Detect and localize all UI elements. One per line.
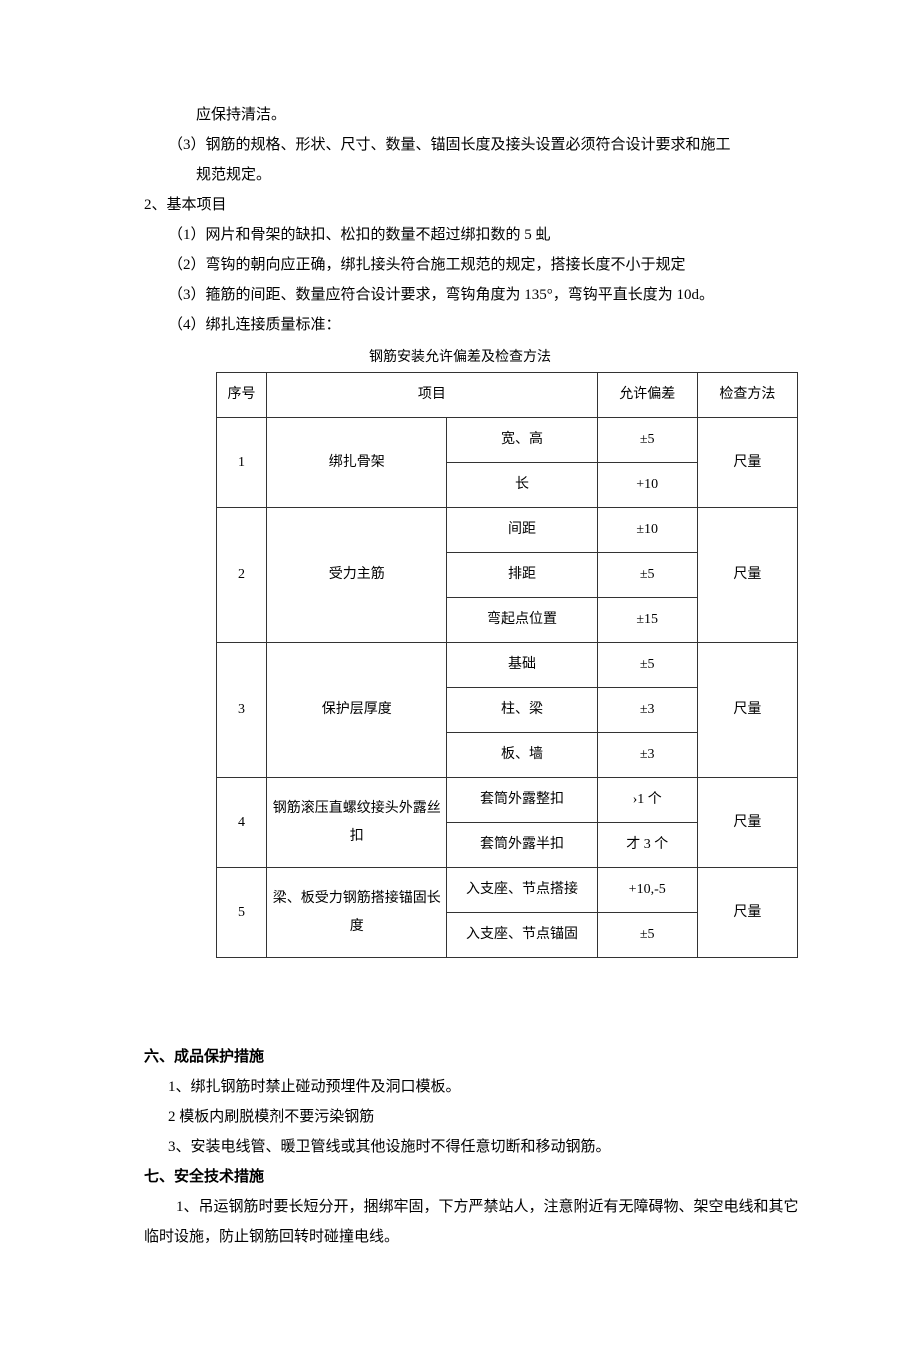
cell-sub: 柱、梁 — [447, 688, 597, 733]
text-line: （4）绑扎连接质量标准： — [120, 310, 800, 340]
cell-dev: ±5 — [597, 553, 697, 598]
text-line: （2）弯钩的朝向应正确，绑扎接头符合施工规范的规定，搭接长度不小于规定 — [120, 250, 800, 280]
cell-item: 梁、板受力钢筋搭接锚固长度 — [267, 868, 447, 958]
th-method: 检查方法 — [697, 373, 797, 418]
cell-dev: +10 — [597, 463, 697, 508]
table-row: 2受力主筋间距±10尺量 — [217, 508, 798, 553]
cell-seq: 1 — [217, 418, 267, 508]
cell-dev: ±5 — [597, 913, 697, 958]
cell-seq: 5 — [217, 868, 267, 958]
table-row: 4钢筋滚压直螺纹接头外露丝扣套筒外露整扣›1 个尺量 — [217, 778, 798, 823]
cell-method: 尺量 — [697, 418, 797, 508]
cell-method: 尺量 — [697, 643, 797, 778]
text-line: 1、绑扎钢筋时禁止碰动预埋件及洞口模板。 — [120, 1072, 800, 1102]
cell-item: 钢筋滚压直螺纹接头外露丝扣 — [267, 778, 447, 868]
deviation-table: 序号 项目 允许偏差 检查方法 1绑扎骨架宽、高±5尺量长+102受力主筋间距±… — [216, 372, 798, 958]
text-line: 3、安装电线管、暖卫管线或其他设施时不得任意切断和移动钢筋。 — [120, 1132, 800, 1162]
cell-sub: 基础 — [447, 643, 597, 688]
cell-method: 尺量 — [697, 778, 797, 868]
cell-sub: 套筒外露半扣 — [447, 823, 597, 868]
cell-dev: ±15 — [597, 598, 697, 643]
cell-dev: +10,-5 — [597, 868, 697, 913]
text-line: 1、吊运钢筋时要长短分开，捆绑牢固，下方严禁站人，注意附近有无障碍物、架空电线和… — [120, 1192, 800, 1252]
cell-dev: ±5 — [597, 643, 697, 688]
cell-dev: ±3 — [597, 688, 697, 733]
section-heading: 六、成品保护措施 — [120, 1042, 800, 1072]
cell-sub: 套筒外露整扣 — [447, 778, 597, 823]
cell-sub: 板、墙 — [447, 733, 597, 778]
cell-sub: 间距 — [447, 508, 597, 553]
post-content: 六、成品保护措施1、绑扎钢筋时禁止碰动预埋件及洞口模板。2 模板内刷脱模剂不要污… — [120, 1042, 800, 1252]
table-caption: 钢筋安装允许偏差及检查方法 — [120, 344, 800, 372]
cell-sub: 入支座、节点搭接 — [447, 868, 597, 913]
cell-dev: ±5 — [597, 418, 697, 463]
cell-dev: 才 3 个 — [597, 823, 697, 868]
text-line: （3）箍筋的间距、数量应符合设计要求，弯钩角度为 135°，弯钩平直长度为 10… — [120, 280, 800, 310]
th-dev: 允许偏差 — [597, 373, 697, 418]
cell-item: 保护层厚度 — [267, 643, 447, 778]
cell-item: 受力主筋 — [267, 508, 447, 643]
text-line: （3）钢筋的规格、形状、尺寸、数量、锚固长度及接头设置必须符合设计要求和施工 — [120, 130, 800, 160]
th-item: 项目 — [267, 373, 598, 418]
cell-seq: 4 — [217, 778, 267, 868]
cell-item: 绑扎骨架 — [267, 418, 447, 508]
text-line: 规范规定。 — [120, 160, 800, 190]
section-heading: 七、安全技术措施 — [120, 1162, 800, 1192]
cell-dev: ±10 — [597, 508, 697, 553]
text-line: 2、基本项目 — [120, 190, 800, 220]
cell-seq: 2 — [217, 508, 267, 643]
th-seq: 序号 — [217, 373, 267, 418]
text-line: 2 模板内刷脱模剂不要污染钢筋 — [120, 1102, 800, 1132]
text-line: （1）网片和骨架的缺扣、松扣的数量不超过绑扣数的 5 虬 — [120, 220, 800, 250]
cell-seq: 3 — [217, 643, 267, 778]
table-row: 5梁、板受力钢筋搭接锚固长度入支座、节点搭接+10,-5尺量 — [217, 868, 798, 913]
cell-dev: ±3 — [597, 733, 697, 778]
table-row: 1绑扎骨架宽、高±5尺量 — [217, 418, 798, 463]
cell-sub: 弯起点位置 — [447, 598, 597, 643]
cell-method: 尺量 — [697, 868, 797, 958]
cell-sub: 入支座、节点锚固 — [447, 913, 597, 958]
cell-sub: 长 — [447, 463, 597, 508]
table-row: 3保护层厚度基础±5尺量 — [217, 643, 798, 688]
cell-dev: ›1 个 — [597, 778, 697, 823]
cell-method: 尺量 — [697, 508, 797, 643]
pre-content: 应保持清洁。（3）钢筋的规格、形状、尺寸、数量、锚固长度及接头设置必须符合设计要… — [120, 100, 800, 340]
cell-sub: 宽、高 — [447, 418, 597, 463]
text-line: 应保持清洁。 — [120, 100, 800, 130]
cell-sub: 排距 — [447, 553, 597, 598]
